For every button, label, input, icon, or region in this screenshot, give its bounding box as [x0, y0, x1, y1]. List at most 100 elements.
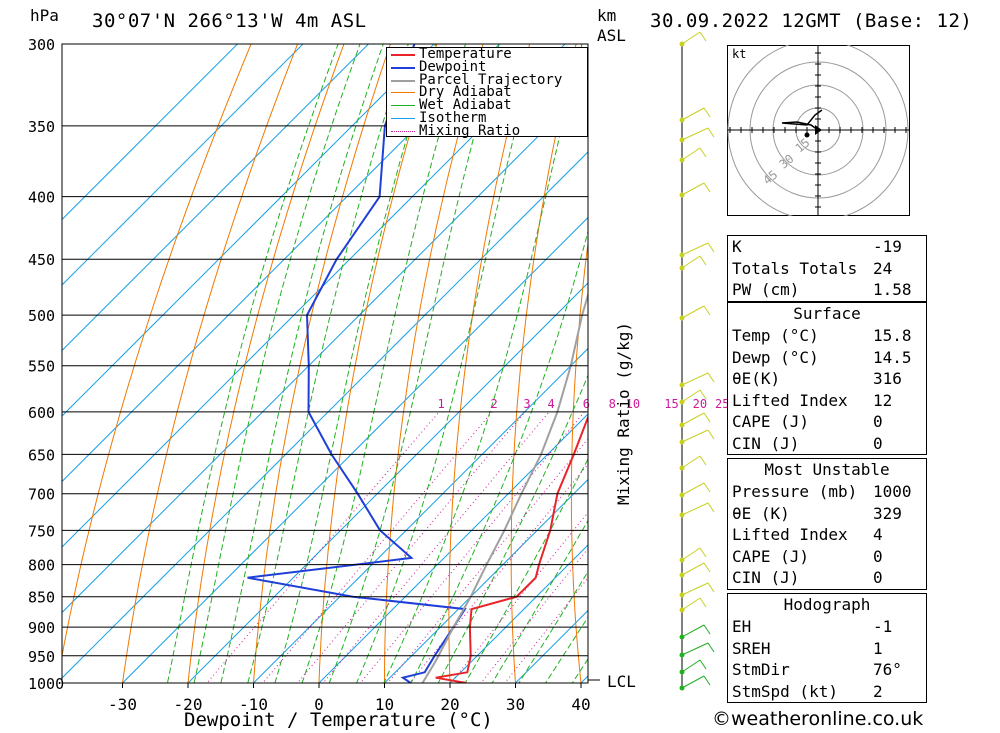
wind-barb — [681, 31, 701, 45]
pressure-tick-label: 750 — [28, 522, 55, 540]
wet-adiabat-line — [491, 519, 588, 683]
wind-barb — [681, 547, 701, 561]
surface-row-value: 15.8 — [873, 326, 912, 345]
wind-barb — [681, 389, 701, 403]
hodograph-row-label: StmSpd (kt) — [732, 681, 838, 701]
wind-barb-flag — [707, 642, 715, 653]
isotherm-line — [121, 216, 588, 683]
mixing-ratio-tick-label: 15 — [664, 397, 678, 411]
pressure-tick-label: 700 — [28, 486, 55, 504]
x-tick-label: 40 — [571, 695, 590, 714]
pw-value: 1.58 — [873, 280, 912, 299]
hodograph-row: SREH 1 — [728, 638, 926, 660]
isotherm-line — [187, 282, 588, 683]
hodograph-row-value: -1 — [873, 617, 893, 636]
pressure-tick-label: 600 — [28, 404, 55, 422]
dry-adiabat-line — [946, 0, 1000, 709]
wind-barb-flag — [703, 562, 711, 573]
wind-barb-flag — [703, 675, 711, 686]
most-unstable-row-label: CIN (J) — [732, 568, 800, 587]
dry-adiabat-line — [630, 0, 690, 709]
wind-barb — [681, 127, 709, 141]
mixing-ratio-line — [262, 411, 493, 683]
surface-row-label: θE(K) — [732, 369, 781, 388]
x-tick-label: -20 — [174, 695, 203, 714]
isotherm-line — [62, 151, 588, 679]
mixing-ratio-tick-label: 6 — [583, 397, 590, 411]
x-tick-label: 30 — [506, 695, 525, 714]
most-unstable-row-value: 0 — [873, 546, 883, 566]
indices-table: K -19 Totals Totals 24 PW (cm) 1.58 — [727, 235, 927, 302]
wind-barb — [681, 182, 705, 196]
plot-frame — [61, 43, 589, 684]
isotherm-line — [318, 413, 588, 683]
wet-adiabat-line — [464, 458, 588, 683]
isotherm-line — [62, 44, 370, 352]
lcl-label: LCL — [607, 672, 636, 691]
pressure-tick-label: 850 — [28, 589, 55, 607]
wind-barb-flag — [699, 31, 707, 42]
hodograph-row: EH -1 — [728, 616, 926, 638]
wind-barb — [681, 107, 705, 121]
surface-row-label: CAPE (J) — [732, 412, 810, 431]
totals-totals-label: Totals Totals — [732, 258, 858, 278]
wind-barb-flag — [699, 455, 707, 466]
most-unstable-row-value: 4 — [873, 525, 883, 544]
pressure-tick-label: 1000 — [28, 675, 64, 693]
x-axis-label: Dewpoint / Temperature (°C) — [184, 709, 493, 731]
mixing-ratio-tick-label: 4 — [547, 397, 554, 411]
hodograph-unit-label: kt — [732, 47, 746, 61]
most-unstable-row: θE (K) 329 — [728, 503, 926, 525]
pressure-tick-label: 300 — [28, 36, 55, 54]
surface-row-label: CIN (J) — [732, 433, 800, 453]
most-unstable-row-value: 0 — [873, 568, 883, 587]
mixing-ratio-axis-label: Mixing Ratio (g/kg) — [614, 321, 633, 505]
most-unstable-table: Most Unstable Pressure (mb) 1000 θE (K) 329… — [727, 458, 927, 590]
mixing-ratio-line — [504, 577, 588, 683]
isotherm-line — [252, 347, 588, 683]
most-unstable-row-label: CAPE (J) — [732, 546, 810, 566]
surface-row-label: Lifted Index — [732, 390, 848, 410]
wind-barb — [681, 642, 709, 656]
wind-barb-flag — [707, 429, 715, 440]
wet-adiabat-line — [193, 44, 361, 683]
x-tick-label: 0 — [314, 695, 324, 714]
pressure-unit-label: hPa — [30, 6, 59, 25]
surface-row: θE(K) 316 — [728, 368, 926, 390]
wind-barb — [681, 429, 709, 443]
wet-adiabat-line — [518, 570, 588, 683]
legend-item-parcel: Parcel Trajectory — [387, 73, 587, 86]
wind-barb-flag — [703, 412, 711, 423]
surface-row: Lifted Index 12 — [728, 390, 926, 412]
mixing-ratio-tick-label: 3 — [523, 397, 530, 411]
dry-adiabat-line — [187, 44, 345, 683]
most-unstable-row-value: 1000 — [873, 482, 912, 501]
wind-barb-flag — [699, 389, 707, 400]
wind-barb-flag — [707, 242, 715, 253]
location-title: 30°07'N 266°13'W 4m ASL — [92, 10, 367, 32]
mixing-ratio-line — [409, 463, 588, 683]
mixing-ratio-tick-label: 25 — [715, 397, 729, 411]
isotherm-line — [449, 544, 588, 683]
surface-table: Surface Temp (°C) 15.8 Dewp (°C) 14.5 θE(K) 3… — [727, 302, 927, 455]
wind-barb — [681, 482, 705, 496]
most-unstable-row: Lifted Index 4 — [728, 524, 926, 546]
wind-barb — [681, 305, 705, 319]
hodograph-table: Hodograph EH -1 SREH 1 StmDir 76° StmSpd (kt) 2 — [727, 593, 927, 703]
x-tick-label: 20 — [440, 695, 459, 714]
wind-barb-flag — [703, 182, 711, 193]
wind-barb — [681, 242, 709, 256]
wind-barb-flag — [699, 255, 707, 266]
wind-barb — [681, 147, 701, 161]
isotherm-line — [383, 478, 588, 683]
wind-barb-flag — [707, 372, 715, 383]
wind-barb — [681, 659, 701, 673]
mixing-ratio-tick-label: 1 — [437, 397, 444, 411]
most-unstable-row-label: Pressure (mb) — [732, 482, 858, 501]
wind-barb-flag — [703, 305, 711, 316]
k-index-value: -19 — [873, 237, 902, 256]
wind-barb-flag — [703, 624, 711, 635]
x-tick-label: -10 — [239, 695, 268, 714]
pressure-tick-label: 500 — [28, 307, 55, 325]
